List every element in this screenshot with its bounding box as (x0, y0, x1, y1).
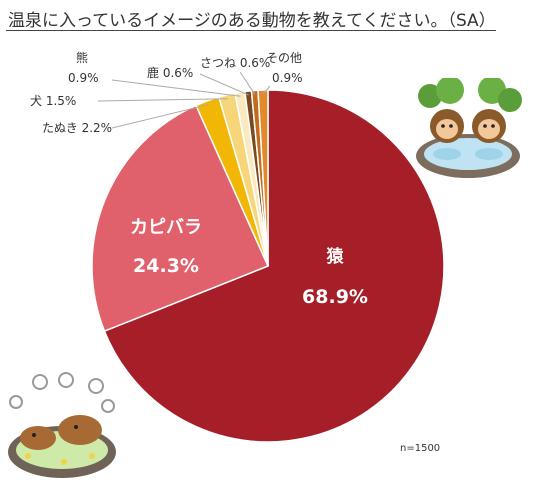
chart-title: 温泉に入っているイメージのある動物を教えてください。（SA） (8, 11, 496, 31)
pie-slice-0 (103, 89, 445, 443)
slice-labels: 猿 68.9% カピバラ 24.3% たぬき 2.2% 犬 1.5% 熊 0.9% 鹿 0.6%… (30, 50, 368, 308)
capybaras-in-hot-spring-illustration (8, 372, 116, 478)
slice-label-0: 猿 (326, 246, 345, 267)
sample-size-label: n=1500 (400, 443, 441, 454)
pie-slices (91, 89, 445, 443)
monkeys-in-hot-spring-illustration (416, 78, 522, 178)
leader-line-4 (111, 79, 241, 97)
leader-line-2 (111, 104, 209, 129)
slice-value-1: 24.3% (133, 255, 199, 277)
leader-line-5 (199, 73, 249, 96)
slice-label-1: カピバラ (130, 217, 202, 238)
leader-line-6 (239, 71, 256, 95)
slice-label-7: その他 (266, 51, 302, 65)
slice-label-4: 熊 (76, 50, 88, 65)
leader-lines (97, 71, 271, 129)
title-underline (6, 30, 496, 31)
leader-line-3 (97, 98, 228, 102)
slice-label-2: たぬき 2.2% (42, 121, 112, 135)
slice-label-3: 犬 1.5% (30, 94, 76, 108)
pie-slice-7 (257, 89, 269, 267)
slice-label-6: さつね 0.6% (200, 56, 270, 70)
slice-value-0: 68.9% (302, 286, 368, 308)
slice-value-7: 0.9% (272, 71, 303, 85)
slice-label-5: 鹿 0.6% (147, 65, 193, 80)
slice-value-4: 0.9% (68, 71, 99, 85)
pie-slice-1 (91, 104, 270, 333)
leader-line-7 (262, 85, 271, 95)
